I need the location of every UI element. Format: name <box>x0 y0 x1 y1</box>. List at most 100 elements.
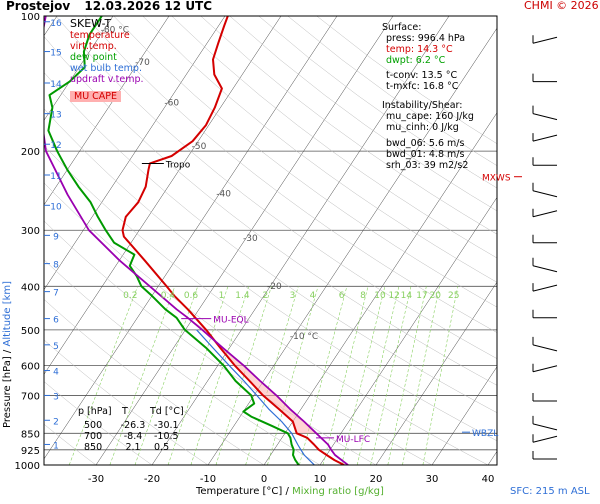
dry-adiabat-line <box>229 16 497 212</box>
wbzl-label: WBZL <box>472 429 498 439</box>
y-label-altitude: Altitude [km] <box>2 280 13 347</box>
legend-temperature: temperature <box>70 30 130 41</box>
mixing-ratio-label: 10 <box>374 291 386 301</box>
y-label-sep: / <box>2 349 13 354</box>
dry-adiabat-line <box>55 16 497 359</box>
table-header-p: p [hPa] <box>78 406 112 417</box>
pressure-tick-label: 1000 <box>15 461 40 472</box>
dry-adiabat-line <box>171 16 497 259</box>
altitude-tick-label: 15 <box>50 49 61 59</box>
dry-adiabat-line <box>44 381 153 465</box>
mixing-ratio-label: 0.2 <box>123 291 137 301</box>
surface-press: press: 996.4 hPa <box>386 33 466 44</box>
instability-bwd-01: bwd_01: 4.8 m/s <box>386 149 465 160</box>
table-cell-td: -30.1 <box>154 420 179 431</box>
isotherm-line <box>44 16 114 121</box>
table-cell-t: -8.4 <box>123 431 143 442</box>
table-header-td: Td [°C] <box>150 406 184 417</box>
isotherm-label: -30 <box>243 234 258 244</box>
altitude-tick-label: 12 <box>50 141 61 151</box>
tropopause-label: Tropo <box>165 160 191 170</box>
dry-adiabat-line <box>44 108 497 442</box>
mixing-ratio-label: 12 <box>388 291 399 301</box>
altitude-tick-label: 14 <box>50 80 62 90</box>
isotherm-line <box>0 16 1 465</box>
mixing-ratio-line <box>299 286 348 465</box>
altitude-tick-label: 5 <box>53 342 59 352</box>
mixing-ratio-label: 1.4 <box>235 291 250 301</box>
header-datetime: 12.03.2026 12 UTC <box>84 0 213 13</box>
mixing-ratio-line <box>322 286 369 465</box>
credit-text: CHMI © 2026 <box>524 0 599 12</box>
temp-tick-label: 30 <box>426 474 439 485</box>
mixing-ratio-line <box>167 286 229 465</box>
altitude-tick-label: 1 <box>53 441 59 451</box>
temp-tick-label: -20 <box>144 474 160 485</box>
mixing-ratio-label: 17 <box>416 291 427 301</box>
table-cell-t: 2.1 <box>125 442 141 453</box>
mixing-ratio-label: 6 <box>339 291 345 301</box>
mu-eql-label: MU-EQL <box>213 316 248 326</box>
mixing-ratio-line <box>190 286 249 465</box>
wind-barb <box>532 36 558 44</box>
surface-tconv: t-conv: 13.5 °C <box>386 70 458 81</box>
isotherm-line <box>544 16 600 465</box>
instability-title: Instability/Shear: <box>382 100 463 111</box>
series-wet-bulb-temp-line <box>196 329 315 465</box>
table-row: 850 2.1 0.5 <box>78 442 184 453</box>
dry-adiabat-line <box>44 299 265 465</box>
isotherm-label: -70 <box>135 58 150 68</box>
dry-adiabat-line <box>142 16 497 283</box>
altitude-tick-label: 3 <box>53 392 59 402</box>
x-axis-label: Temperature [°C] / Mixing ratio [g/kg] <box>196 486 384 497</box>
pressure-tick-label: 400 <box>21 282 40 293</box>
chart-type-label: SKEW-T <box>70 17 112 30</box>
mixing-ratio-label: 8 <box>360 291 366 301</box>
isotherm-line <box>487 450 497 465</box>
altitude-tick-label: 9 <box>53 232 59 242</box>
dry-adiabat-line <box>84 16 497 333</box>
altitude-tick-label: 10 <box>50 202 62 212</box>
legend-dew-point: dew point <box>70 52 117 63</box>
x-label-sep: / <box>285 486 289 497</box>
legend-mu-cape: MU CAPE <box>70 91 122 102</box>
plot-area <box>0 16 600 465</box>
wind-barb <box>532 284 558 292</box>
pressure-tick-label: 850 <box>21 429 40 440</box>
isotherm-label: -40 <box>216 190 231 200</box>
isotherm-label: -20 <box>267 282 282 292</box>
mixing-ratio-line <box>134 286 199 465</box>
surface-panel: Surface: press: 996.4 hPa temp: 14.3 °C … <box>382 22 474 171</box>
wind-barb <box>532 344 558 352</box>
altitude-tick-label: 6 <box>53 316 59 326</box>
mixing-ratio-line <box>341 286 386 465</box>
mixing-ratio-line <box>109 286 176 465</box>
wind-barb <box>532 134 558 142</box>
instability-srh-03: srh_03: 39 m2/s2 <box>386 160 469 171</box>
dry-adiabat-line <box>44 423 97 465</box>
altitude-tick-label: 2 <box>53 417 59 427</box>
wind-barb <box>532 423 558 431</box>
temp-tick-label: -10 <box>200 474 216 485</box>
pressure-tick-label: 300 <box>21 226 40 237</box>
altitude-tick-label: 16 <box>50 19 62 29</box>
mixing-ratio-label: 4 <box>310 291 316 301</box>
series-dew-point-line <box>47 16 300 465</box>
legend-updraft: updraft v.temp. <box>70 74 144 85</box>
x-label-mixing: Mixing ratio [g/kg] <box>292 486 384 497</box>
mixing-ratio-label: 14 <box>401 291 413 301</box>
temp-tick-label: 20 <box>370 474 383 485</box>
isotherm-line <box>44 16 338 460</box>
wind-barb <box>532 265 558 273</box>
altitude-tick-label: 13 <box>50 111 61 121</box>
mixing-ratio-label: 1 <box>219 291 225 301</box>
surface-tmxfc: t-mxfc: 16.8 °C <box>386 81 459 92</box>
table-header: p [hPa] T Td [°C] <box>78 406 184 417</box>
isotherm-line <box>95 16 394 465</box>
temp-tick-label: 0 <box>261 474 267 485</box>
mixing-ratio-line <box>245 286 299 465</box>
table-cell-p: 500 <box>84 420 103 431</box>
dry-adiabat-line <box>44 36 497 386</box>
